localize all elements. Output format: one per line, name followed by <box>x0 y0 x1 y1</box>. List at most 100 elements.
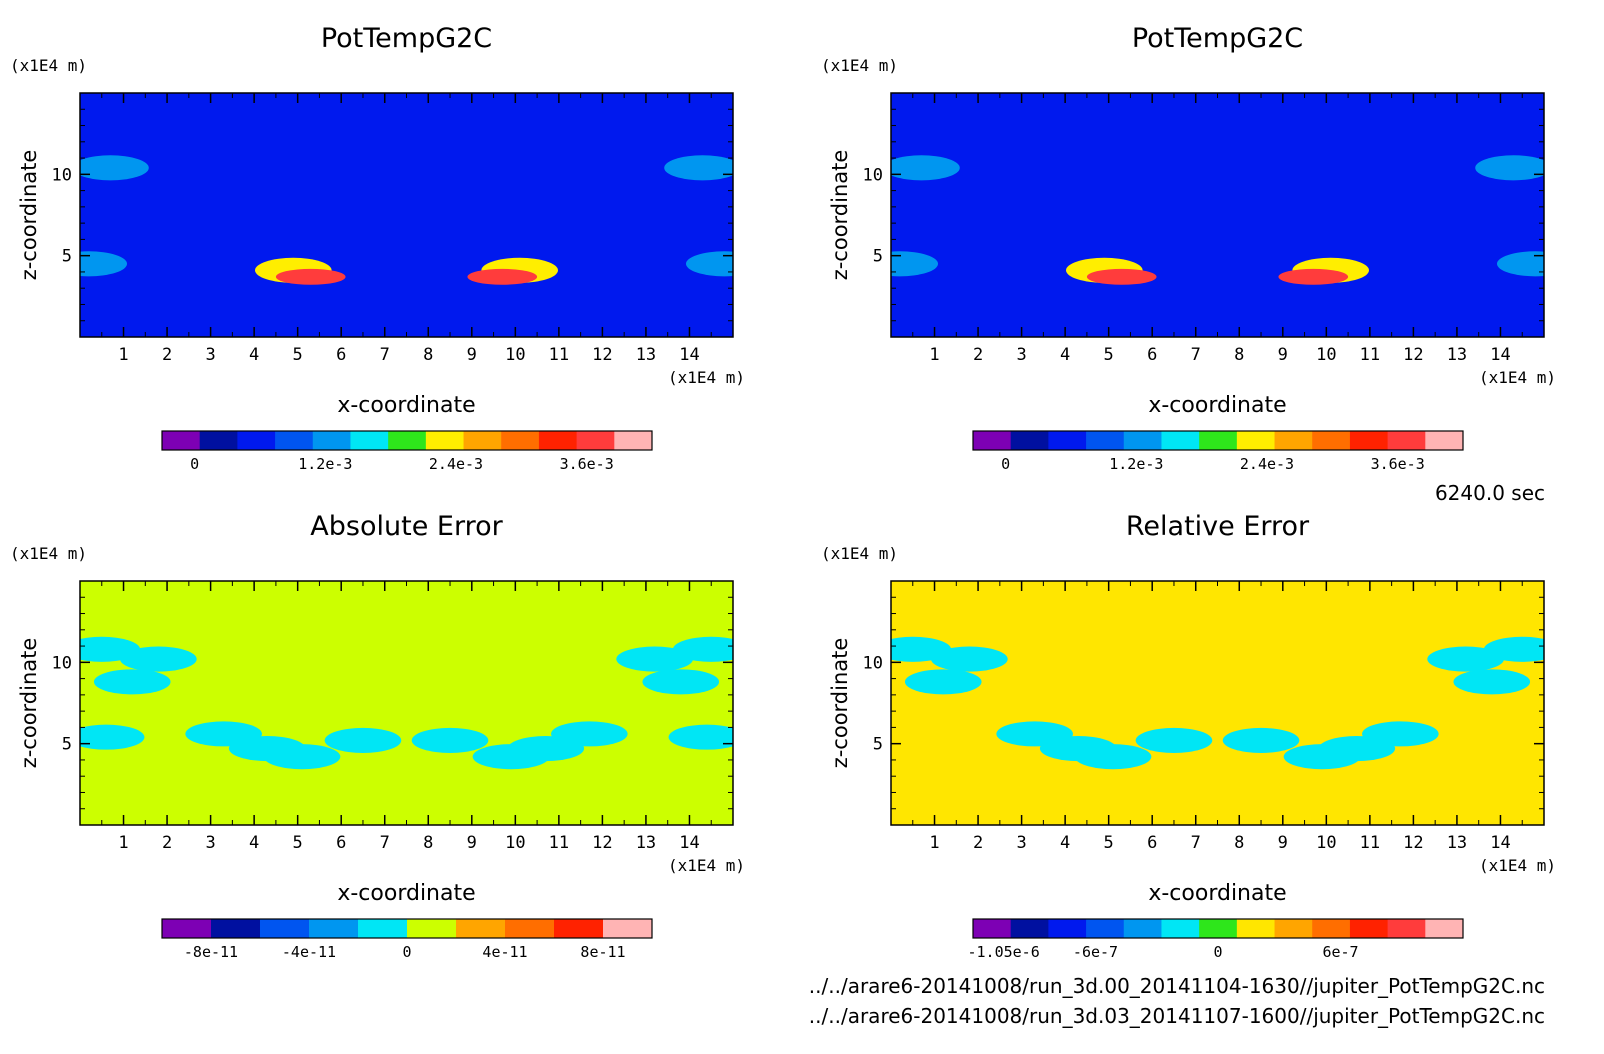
colorbar: -8e-11 -4e-11 0 4e-11 8e-11 <box>161 918 653 961</box>
x-tick-label-9: 9 <box>1278 833 1288 853</box>
x-tick-label-6: 6 <box>1147 833 1157 853</box>
colorbar-swatch-1 <box>162 431 201 450</box>
colorbar-label-2: 1.2e-3 <box>1109 455 1163 473</box>
x-tick-label-14: 14 <box>1490 345 1510 365</box>
field-feature-10 <box>616 646 693 672</box>
field-feature-8 <box>1496 251 1544 277</box>
file-path-1: ../../arare6-20141008/run_3d.00_20141104… <box>809 974 1545 998</box>
field-feature-11 <box>642 669 720 695</box>
field-feature-2 <box>120 646 197 672</box>
colorbar-swatch-6 <box>1161 431 1200 450</box>
colorbar-swatch-8 <box>1236 431 1276 450</box>
colorbar-swatch-10 <box>603 919 653 938</box>
colorbar-swatch-9 <box>463 431 502 450</box>
y-tick-label-10: 10 <box>52 165 72 185</box>
field-feature-1 <box>80 155 149 181</box>
colorbar-swatch-10 <box>1312 919 1351 938</box>
x-tick-label-7: 7 <box>1191 833 1201 853</box>
chart-title: PotTempG2C <box>1132 23 1303 54</box>
x-tick-label-9: 9 <box>467 345 477 365</box>
x-tick-label-6: 6 <box>336 833 346 853</box>
x-tick-label-3: 3 <box>1016 345 1026 365</box>
colorbar-label-4: 3.6e-3 <box>560 455 614 473</box>
colorbar-swatch-13 <box>1425 919 1464 938</box>
x-tick-label-10: 10 <box>505 833 525 853</box>
field-feature-2 <box>80 251 128 277</box>
colorbar-label-3: 2.4e-3 <box>1240 455 1294 473</box>
panel-2: PotTempG2C(x1E4 m)1 2 3 4 5 6 7 8 9 10 11 12 13 14510… <box>821 23 1556 473</box>
y-axis-label: z-coordinate <box>828 638 852 769</box>
colorbar-swatch-13 <box>614 431 653 450</box>
x-tick-label-9: 9 <box>467 833 477 853</box>
x-unit-label: (x1E4 m) <box>1479 856 1556 875</box>
panel-4: Relative Error(x1E4 m)1 2 3 4 5 6 7 8 9 10 11 12 13 1… <box>821 511 1556 961</box>
colorbar-swatch-2 <box>1010 919 1049 938</box>
x-tick-label-2: 2 <box>973 833 983 853</box>
x-tick-label-2: 2 <box>162 345 172 365</box>
x-tick-label-1: 1 <box>118 345 128 365</box>
colorbar-swatch-4 <box>275 431 314 450</box>
colorbar-label-4: 4e-11 <box>482 943 527 961</box>
colorbar-swatch-1 <box>973 431 1012 450</box>
x-tick-label-11: 11 <box>549 833 569 853</box>
colorbar-label-2: 1.2e-3 <box>298 455 352 473</box>
chart-title: Relative Error <box>1126 511 1310 542</box>
field-feature-14 <box>1222 727 1300 753</box>
x-tick-label-4: 4 <box>1060 833 1070 853</box>
x-tick-label-12: 12 <box>1403 345 1423 365</box>
colorbar: -1.05e-6 -6e-7 0 6e-7 <box>968 918 1464 961</box>
x-tick-label-13: 13 <box>636 833 656 853</box>
colorbar-swatch-11 <box>538 431 578 450</box>
x-tick-label-5: 5 <box>293 833 303 853</box>
field-feature-3 <box>904 669 982 695</box>
chart-title: PotTempG2C <box>321 23 492 54</box>
plot-background <box>80 93 733 337</box>
colorbar-swatch-3 <box>237 431 276 450</box>
colorbar-frame <box>161 918 653 939</box>
field-feature-4 <box>275 268 346 285</box>
colorbar-swatch-5 <box>312 431 351 450</box>
x-tick-label-13: 13 <box>636 345 656 365</box>
colorbar-swatch-1 <box>162 919 212 938</box>
x-unit-label: (x1E4 m) <box>1479 368 1556 387</box>
x-tick-label-4: 4 <box>249 833 259 853</box>
x-tick-label-8: 8 <box>423 833 433 853</box>
x-tick-label-10: 10 <box>1316 833 1336 853</box>
field-feature-9 <box>1427 646 1504 672</box>
colorbar-swatch-10 <box>501 431 540 450</box>
colorbar-swatch-12 <box>576 431 615 450</box>
y-tick-label-5: 5 <box>62 735 72 755</box>
field-feature-6 <box>467 268 538 285</box>
colorbar-swatch-8 <box>505 919 555 938</box>
colorbar-swatch-4 <box>1086 919 1125 938</box>
colorbar-swatch-6 <box>407 919 457 938</box>
x-axis-label: x-coordinate <box>337 881 475 906</box>
colorbar-swatch-4 <box>1086 431 1125 450</box>
field-feature-3 <box>93 669 171 695</box>
x-tick-label-4: 4 <box>249 345 259 365</box>
x-tick-label-10: 10 <box>505 345 525 365</box>
time-label: 6240.0 sec <box>1435 481 1545 505</box>
y-unit-label: (x1E4 m) <box>821 56 898 75</box>
y-tick-label-10: 10 <box>863 653 883 673</box>
plot-background <box>891 93 1544 337</box>
x-tick-label-2: 2 <box>162 833 172 853</box>
colorbar-label-1: -1.05e-6 <box>968 943 1040 961</box>
colorbar-swatch-11 <box>1349 431 1389 450</box>
colorbar-swatch-5 <box>1123 919 1162 938</box>
colorbar-swatch-6 <box>1161 919 1200 938</box>
colorbar-swatch-7 <box>388 431 427 450</box>
x-tick-label-8: 8 <box>1234 833 1244 853</box>
colorbar-label-2: -4e-11 <box>282 943 336 961</box>
colorbar-swatch-11 <box>1349 919 1389 938</box>
field-feature-12 <box>668 724 733 750</box>
x-tick-label-11: 11 <box>549 345 569 365</box>
colorbar-frame <box>972 918 1464 939</box>
y-unit-label: (x1E4 m) <box>821 544 898 563</box>
colorbar-label-5: 8e-11 <box>580 943 625 961</box>
x-tick-label-12: 12 <box>592 345 612 365</box>
colorbar-label-4: 3.6e-3 <box>1371 455 1425 473</box>
field-feature-4 <box>1086 268 1157 285</box>
colorbar-frame <box>161 430 653 451</box>
